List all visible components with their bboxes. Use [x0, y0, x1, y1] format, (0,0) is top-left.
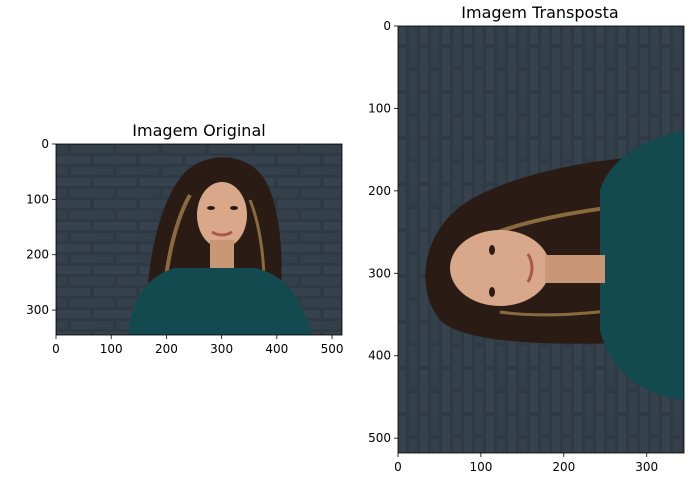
panel-transposed: Imagem Transposta 0 100 200 300 0 100 200 300 40…	[368, 3, 685, 474]
y-tick-label: 300	[368, 266, 391, 280]
chart-title-original: Imagem Original	[132, 121, 265, 140]
chart-title-transposed: Imagem Transposta	[461, 3, 618, 22]
image-transposed	[398, 26, 684, 453]
x-tick-label: 300	[210, 342, 233, 356]
y-tick-label: 200	[26, 248, 49, 262]
x-tick-label: 0	[52, 342, 60, 356]
y-tick-label: 300	[26, 303, 49, 317]
y-tick-label: 100	[368, 101, 391, 115]
y-tick-label: 100	[26, 192, 49, 206]
y-tick-label: 0	[383, 19, 391, 33]
x-tick-label: 400	[265, 342, 288, 356]
panel-original: Imagem Original 0 100 200 300 400 500 0 100 200 3…	[26, 121, 343, 356]
y-tick-label: 0	[41, 137, 49, 151]
x-tick-label: 0	[394, 460, 402, 474]
image-original	[56, 144, 342, 335]
x-tick-label: 200	[552, 460, 575, 474]
axes-ticks-transposed: 0 100 200 300 0 100 200 300 400 500	[368, 19, 658, 474]
y-tick-label: 400	[368, 349, 391, 363]
x-tick-label: 500	[321, 342, 344, 356]
axes-ticks-original: 0 100 200 300 400 500 0 100 200 300	[26, 137, 343, 356]
x-tick-label: 200	[155, 342, 178, 356]
x-tick-label: 300	[635, 460, 658, 474]
y-tick-label: 500	[368, 431, 391, 445]
x-tick-label: 100	[100, 342, 123, 356]
y-tick-label: 200	[368, 184, 391, 198]
x-tick-label: 100	[469, 460, 492, 474]
